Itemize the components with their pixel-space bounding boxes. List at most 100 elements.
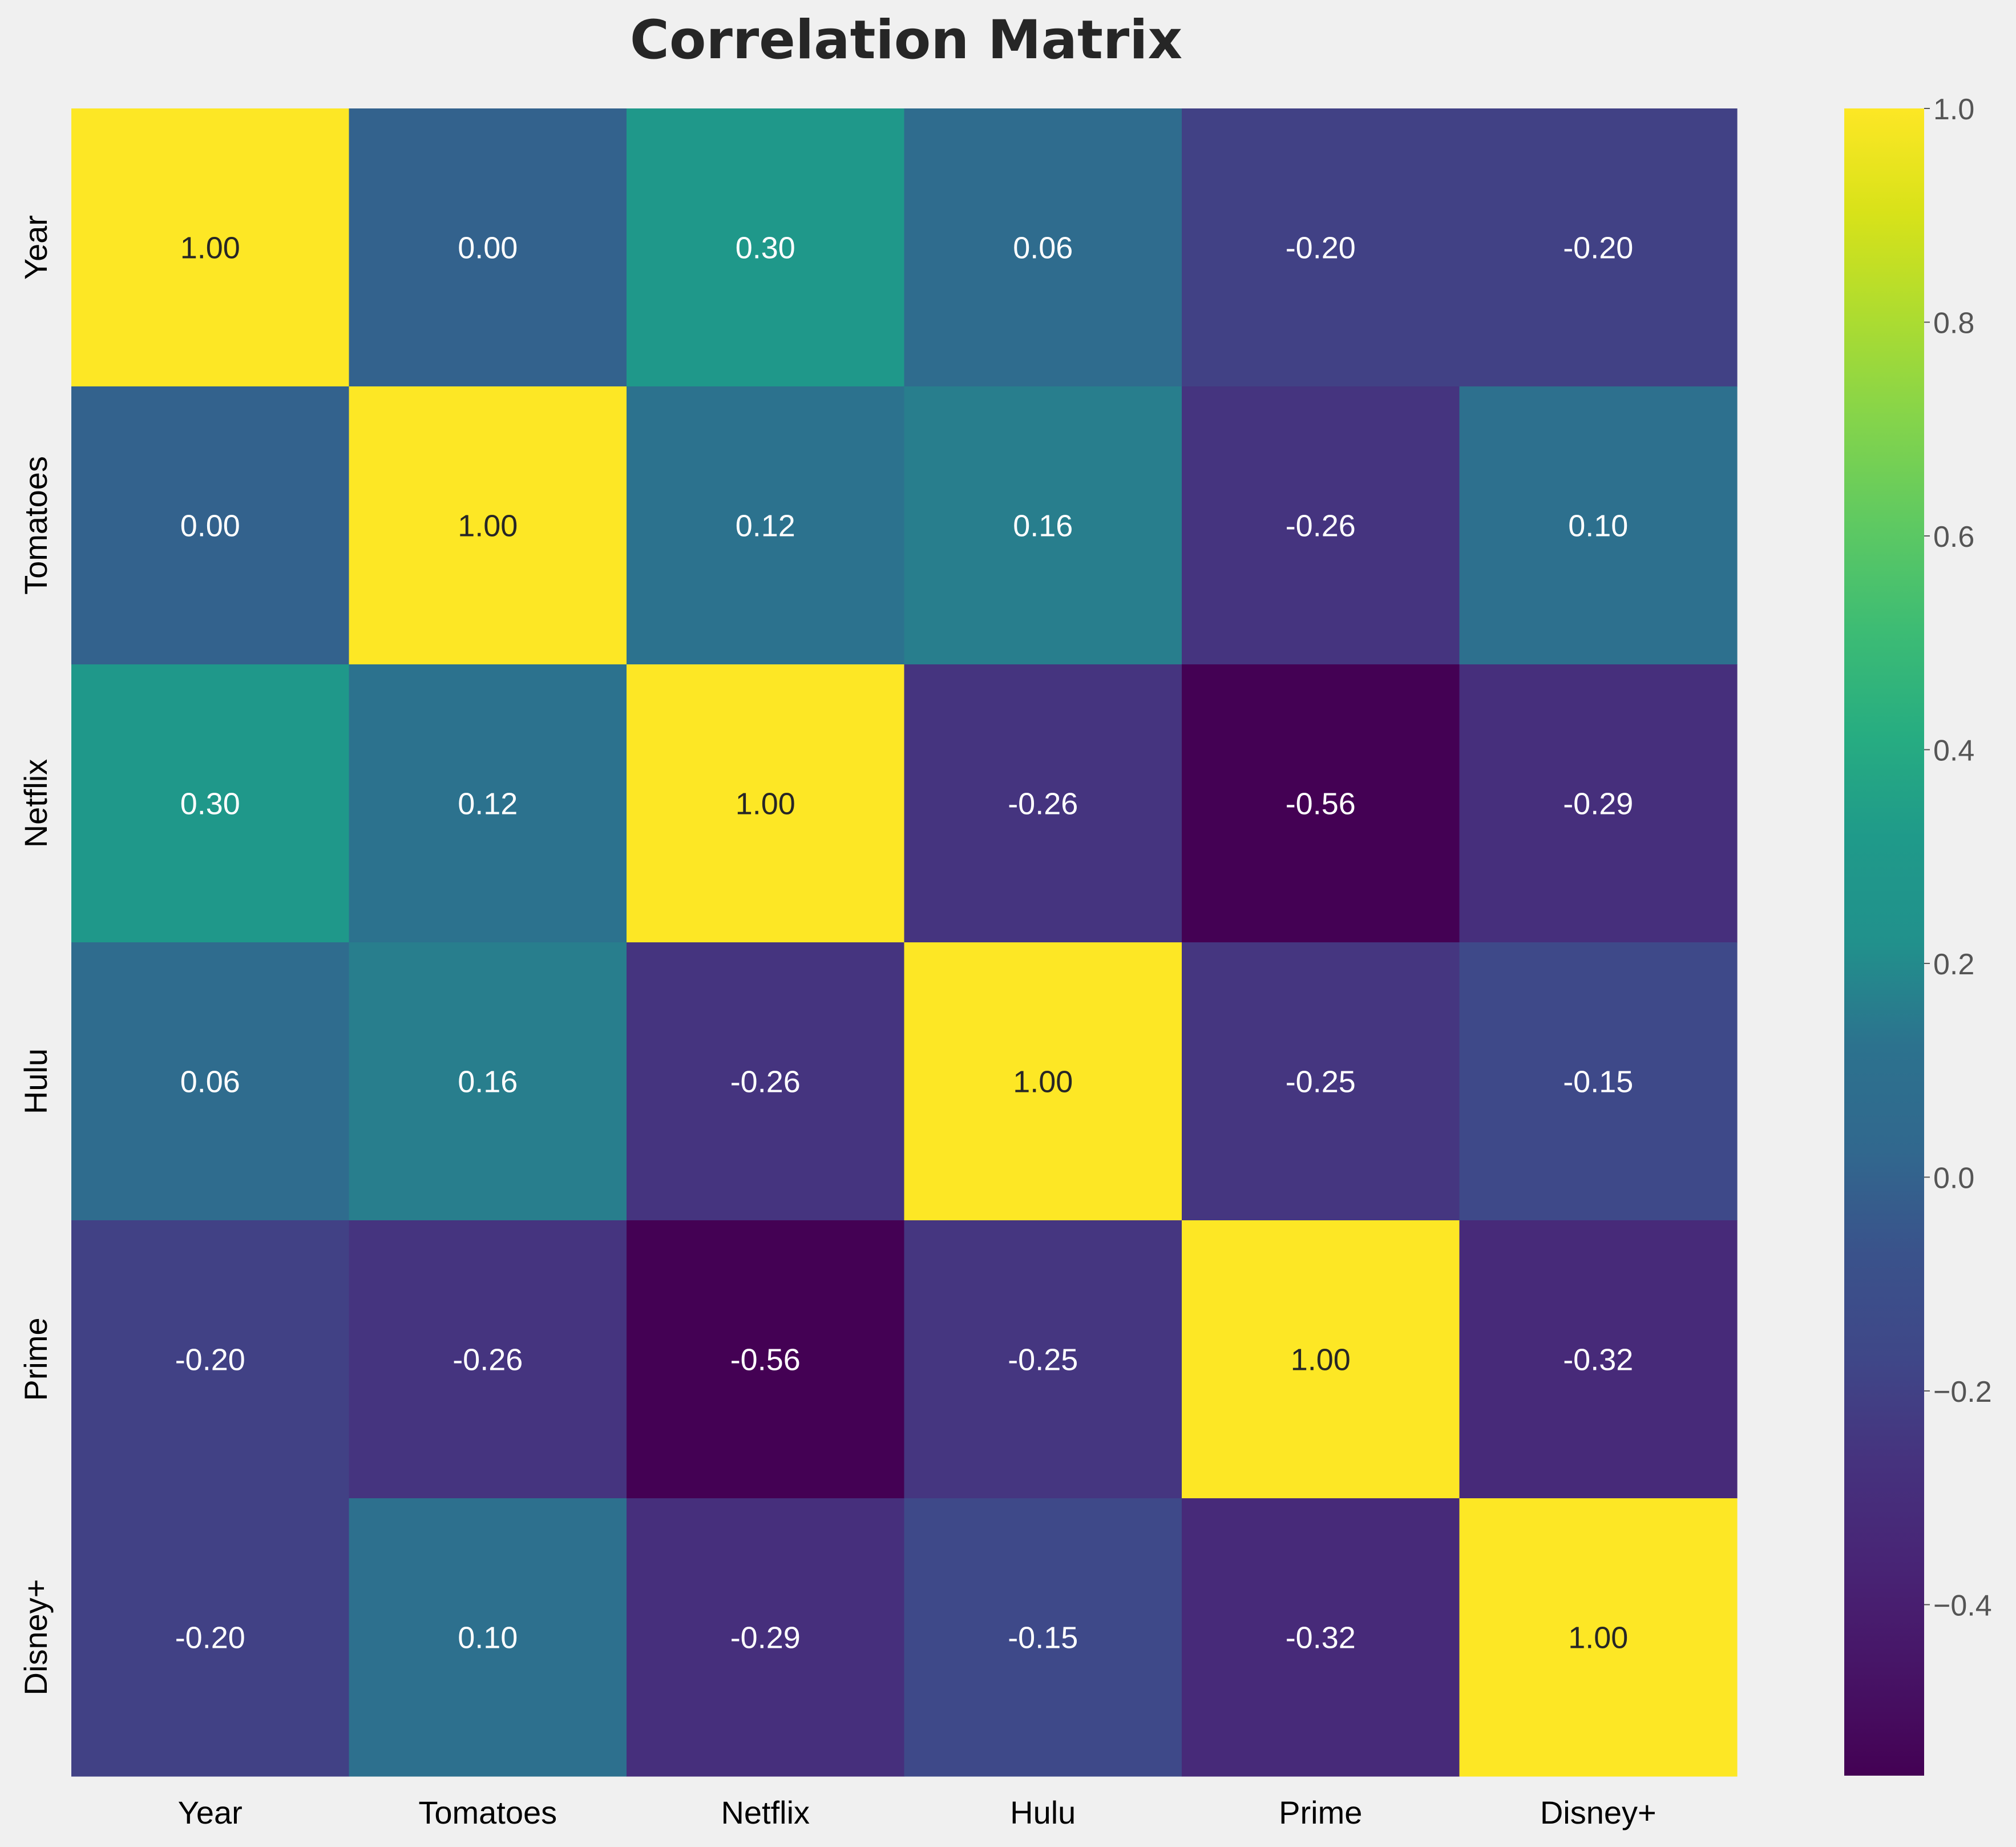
cell-value-label: 0.16 — [458, 1065, 518, 1099]
heatmap-cell — [71, 108, 350, 387]
heatmap-cell — [904, 1498, 1182, 1777]
x-tick-label: Prime — [1279, 1794, 1362, 1830]
heatmap-cell — [349, 1498, 627, 1777]
heatmap-cell — [904, 108, 1182, 387]
colorbar: 1.0 0.8 0.6 0.4 0.2 0.0 −0.2 −0.4 — [1844, 93, 1992, 1776]
cell-value-label: -0.20 — [1563, 231, 1633, 265]
cell-value-label: -0.26 — [1286, 509, 1356, 543]
heatmap-cell — [1182, 108, 1460, 387]
cell-value-label: -0.15 — [1008, 1621, 1078, 1655]
colorbar-tick-label: 0.0 — [1933, 1162, 1974, 1195]
cell-value-label: 0.10 — [1568, 509, 1628, 543]
y-tick-label: Disney+ — [18, 1579, 54, 1696]
colorbar-tick-label: −0.4 — [1933, 1589, 1992, 1622]
cell-value-label: 1.00 — [1291, 1343, 1351, 1377]
heatmap-cell-labels: 1.00 0.00 0.30 0.06 -0.20 -0.20 0.00 1.00 0.12 0.… — [175, 231, 1634, 1655]
heatmap-cell — [349, 108, 627, 387]
heatmap-cell — [904, 664, 1182, 943]
cell-value-label: -0.56 — [1286, 787, 1356, 821]
heatmap-cell — [904, 386, 1182, 665]
colorbar-gradient — [1844, 108, 1924, 1776]
y-tick-label: Hulu — [18, 1048, 54, 1114]
x-tick-label: Hulu — [1010, 1794, 1076, 1830]
cell-value-label: 1.00 — [1568, 1621, 1628, 1655]
cell-value-label: -0.26 — [453, 1343, 523, 1377]
heatmap-cell — [1459, 664, 1738, 943]
heatmap-cell — [627, 386, 905, 665]
colorbar-tick-label: 0.2 — [1933, 948, 1974, 981]
heatmap-cells — [71, 108, 1738, 1777]
cell-value-label: -0.29 — [1563, 787, 1633, 821]
cell-value-label: 0.30 — [180, 787, 240, 821]
heatmap-cell — [904, 942, 1182, 1221]
cell-value-label: -0.20 — [175, 1621, 245, 1655]
heatmap-cell — [349, 1220, 627, 1499]
heatmap-cell — [1182, 1220, 1460, 1499]
cell-value-label: -0.32 — [1286, 1621, 1356, 1655]
heatmap-cell — [1459, 942, 1738, 1221]
cell-value-label: 0.30 — [736, 231, 795, 265]
colorbar-tick-label: 0.8 — [1933, 307, 1974, 340]
cell-value-label: -0.20 — [175, 1343, 245, 1377]
chart-title: Correlation Matrix — [630, 9, 1182, 71]
heatmap-cell — [1182, 664, 1460, 943]
cell-value-label: -0.26 — [1008, 787, 1078, 821]
cell-value-label: -0.26 — [730, 1065, 801, 1099]
cell-value-label: 1.00 — [736, 787, 795, 821]
heatmap-cell — [1459, 386, 1738, 665]
cell-value-label: -0.56 — [730, 1343, 801, 1377]
heatmap-cell — [904, 1220, 1182, 1499]
heatmap-cell — [627, 664, 905, 943]
x-axis-tick-labels: Year Tomatoes Netflix Hulu Prime Disney+ — [178, 1794, 1657, 1830]
cell-value-label: 0.12 — [458, 787, 518, 821]
cell-value-label: 0.06 — [1013, 231, 1073, 265]
heatmap-cell — [71, 386, 350, 665]
cell-value-label: -0.29 — [730, 1621, 801, 1655]
heatmap-cell — [349, 942, 627, 1221]
cell-value-label: -0.20 — [1286, 231, 1356, 265]
x-tick-label: Netflix — [721, 1794, 810, 1830]
cell-value-label: 0.16 — [1013, 509, 1073, 543]
heatmap-cell — [71, 1498, 350, 1777]
heatmap-cell — [627, 108, 905, 387]
cell-value-label: 1.00 — [1013, 1065, 1073, 1099]
colorbar-tick-label: 0.4 — [1933, 734, 1974, 767]
cell-value-label: 1.00 — [180, 231, 240, 265]
colorbar-tick-label: 1.0 — [1933, 93, 1974, 126]
cell-value-label: 0.00 — [180, 509, 240, 543]
colorbar-tick-label: −0.2 — [1933, 1376, 1992, 1409]
y-tick-label: Tomatoes — [18, 456, 54, 595]
heatmap-cell — [1182, 942, 1460, 1221]
x-tick-label: Year — [178, 1794, 243, 1830]
heatmap-cell — [627, 1498, 905, 1777]
y-tick-label: Prime — [18, 1317, 54, 1401]
heatmap-cell — [349, 664, 627, 943]
x-tick-label: Tomatoes — [418, 1794, 557, 1830]
heatmap-cell — [349, 386, 627, 665]
y-tick-label: Netflix — [18, 759, 54, 848]
heatmap-cell — [1459, 108, 1738, 387]
y-axis-tick-labels: Year Tomatoes Netflix Hulu Prime Disney+ — [18, 215, 54, 1696]
heatmap-cell — [1459, 1220, 1738, 1499]
cell-value-label: 0.06 — [180, 1065, 240, 1099]
cell-value-label: -0.15 — [1563, 1065, 1633, 1099]
heatmap-cell — [627, 942, 905, 1221]
heatmap-cell — [1459, 1498, 1738, 1777]
cell-value-label: -0.32 — [1563, 1343, 1633, 1377]
cell-value-label: 0.12 — [736, 509, 795, 543]
heatmap-cell — [627, 1220, 905, 1499]
cell-value-label: -0.25 — [1008, 1343, 1078, 1377]
cell-value-label: 0.00 — [458, 231, 518, 265]
y-tick-label: Year — [18, 215, 54, 280]
cell-value-label: 0.10 — [458, 1621, 518, 1655]
heatmap-cell — [71, 942, 350, 1221]
x-tick-label: Disney+ — [1540, 1794, 1657, 1830]
colorbar-tick-label: 0.6 — [1933, 521, 1974, 554]
heatmap-cell — [1182, 1498, 1460, 1777]
heatmap-cell — [1182, 386, 1460, 665]
heatmap-cell — [71, 664, 350, 943]
cell-value-label: -0.25 — [1286, 1065, 1356, 1099]
cell-value-label: 1.00 — [458, 509, 518, 543]
heatmap-cell — [71, 1220, 350, 1499]
